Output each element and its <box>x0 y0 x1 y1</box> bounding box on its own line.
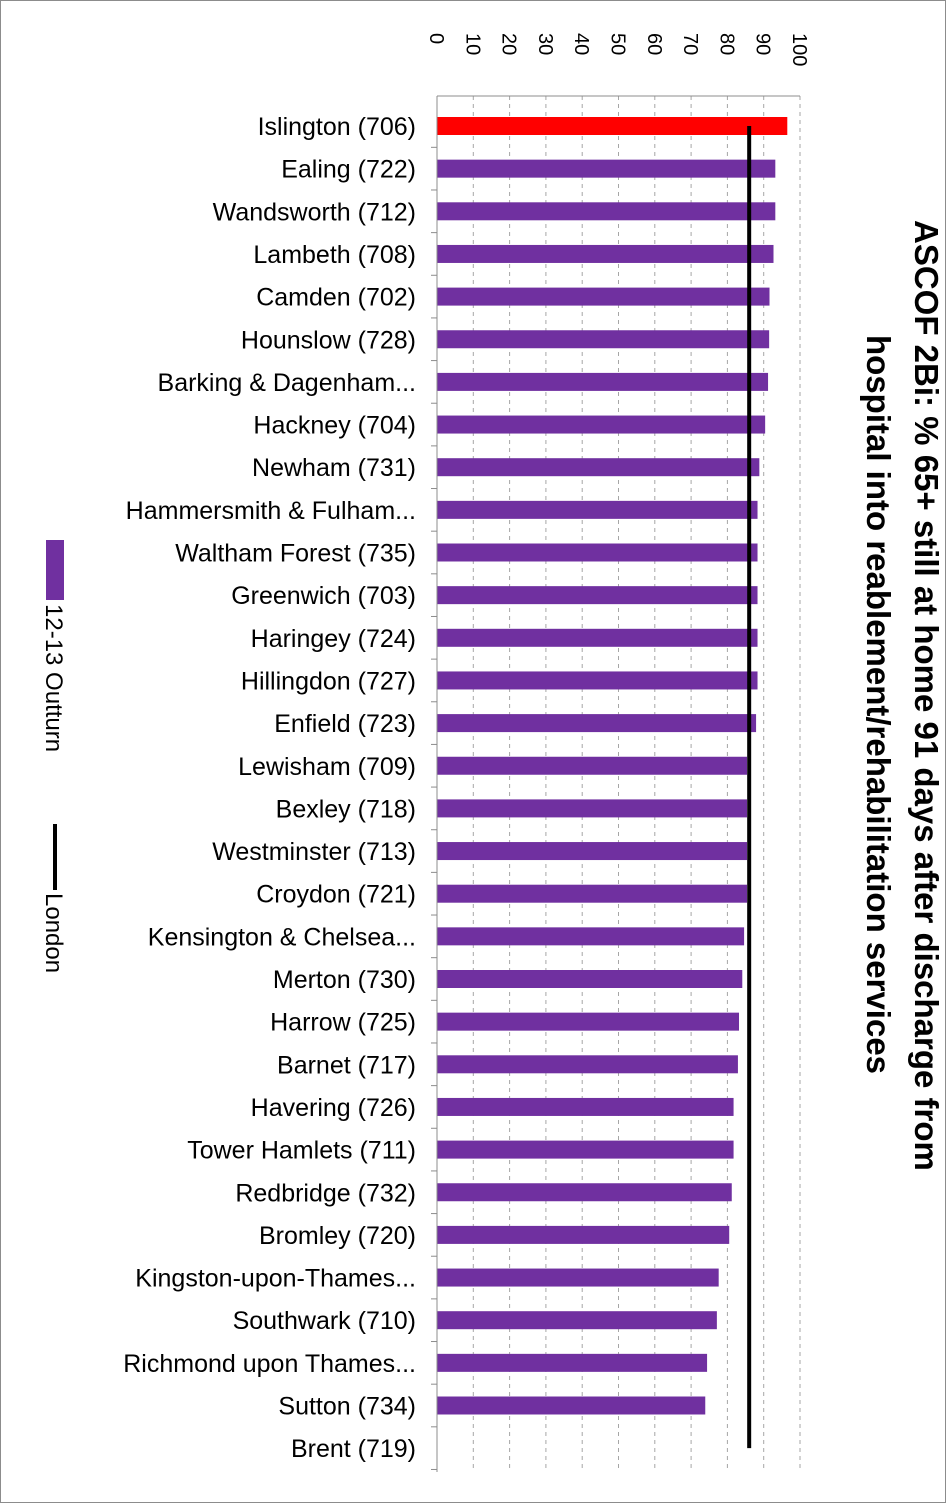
category-label: Richmond upon Thames... <box>123 1350 416 1378</box>
value-tick-label: 30 <box>534 33 556 55</box>
category-label: Hillingdon (727) <box>241 667 416 695</box>
category-label: Hackney (704) <box>253 412 416 440</box>
bar <box>437 330 770 349</box>
category-label: Hounslow (728) <box>241 326 416 354</box>
bar <box>437 1353 708 1372</box>
category-label: Islington (706) <box>258 113 416 141</box>
chart-title: ASCOF 2Bi: % 65+ still at home 91 days a… <box>860 220 945 1171</box>
category-label: Bexley (718) <box>276 795 416 823</box>
bars <box>437 117 788 1415</box>
value-tick-label: 10 <box>461 33 483 55</box>
category-label: Kingston-upon-Thames... <box>135 1265 416 1293</box>
value-tick-label: 60 <box>643 33 665 55</box>
legend: 12-13 Outturn London <box>40 540 67 973</box>
category-label: Haringey (724) <box>251 625 416 653</box>
category-label: Ealing (722) <box>281 156 416 184</box>
value-tick-label: 0 <box>425 33 447 44</box>
category-label: Kensington & Chelsea... <box>148 923 416 951</box>
bar <box>437 1311 717 1330</box>
bar <box>437 970 743 988</box>
bar <box>437 244 774 263</box>
bar <box>437 159 776 178</box>
value-axis <box>436 95 800 1472</box>
bar <box>437 884 748 903</box>
category-label: Wandsworth (712) <box>213 198 416 226</box>
value-tick-label: 100 <box>788 33 810 66</box>
chart-title-line-1: ASCOF 2Bi: % 65+ still at home 91 days a… <box>908 220 945 1171</box>
value-tick-label: 70 <box>679 33 701 55</box>
category-label: Camden (702) <box>256 284 416 312</box>
bar <box>437 287 770 306</box>
category-label: Enfield (723) <box>274 710 416 738</box>
bar <box>437 1097 734 1116</box>
category-label: Barking & Dagenham... <box>158 369 416 397</box>
chart-title-line-2: hospital into reablement/rehabilitation … <box>860 335 897 1074</box>
category-label: Barnet (717) <box>277 1051 416 1079</box>
bar <box>437 202 776 221</box>
category-label: Redbridge (732) <box>235 1179 416 1207</box>
category-label: Sutton (734) <box>278 1393 416 1421</box>
category-label: Brent (719) <box>291 1435 416 1463</box>
category-label: Bromley (720) <box>259 1222 416 1250</box>
category-label: Lambeth (708) <box>253 241 416 269</box>
bar <box>437 799 748 818</box>
category-label: Merton (730) <box>273 966 416 994</box>
category-label: Harrow (725) <box>270 1009 416 1037</box>
legend-swatch-outturn <box>46 540 64 600</box>
bar <box>437 628 758 647</box>
bar <box>437 714 757 733</box>
category-labels: Islington (706) Ealing (722) Wandsworth (7… <box>123 113 437 1470</box>
value-tick-label: 40 <box>570 33 592 55</box>
bar <box>437 671 758 690</box>
category-label: Waltham Forest (735) <box>175 540 416 568</box>
category-label: Newham (731) <box>252 454 416 482</box>
category-label: Havering (726) <box>251 1094 416 1122</box>
bar <box>437 1183 732 1202</box>
bar <box>437 117 788 135</box>
value-tick-label: 80 <box>715 33 737 55</box>
category-label: Croydon (721) <box>256 881 416 909</box>
bar <box>437 543 758 562</box>
bar <box>437 842 748 861</box>
category-label: Tower Hamlets (711) <box>187 1137 416 1165</box>
bar <box>437 1268 719 1287</box>
bar <box>437 372 769 391</box>
bar <box>437 1012 740 1031</box>
bar <box>437 415 766 434</box>
value-tick-label: 50 <box>607 33 629 55</box>
category-label: Hammersmith & Fulham... <box>126 497 416 525</box>
bar <box>437 586 758 605</box>
value-tick-labels: 0 10 20 30 40 50 60 70 80 90 100 <box>425 33 810 66</box>
legend-label-outturn: 12-13 Outturn <box>40 604 67 752</box>
bar <box>437 1396 706 1415</box>
category-label: Lewisham (709) <box>238 753 416 781</box>
bar <box>437 1140 734 1159</box>
category-label: Southwark (710) <box>233 1307 416 1335</box>
value-tick-label: 90 <box>752 33 774 55</box>
bar <box>437 500 758 519</box>
category-label: Westminster (713) <box>212 838 416 866</box>
value-tick-label: 20 <box>498 33 520 55</box>
bar <box>437 756 748 775</box>
bar <box>437 458 760 477</box>
bar <box>437 1225 730 1244</box>
legend-label-london: London <box>40 893 67 973</box>
bar <box>437 1055 738 1074</box>
category-label: Greenwich (703) <box>231 582 416 610</box>
bar <box>437 927 745 946</box>
